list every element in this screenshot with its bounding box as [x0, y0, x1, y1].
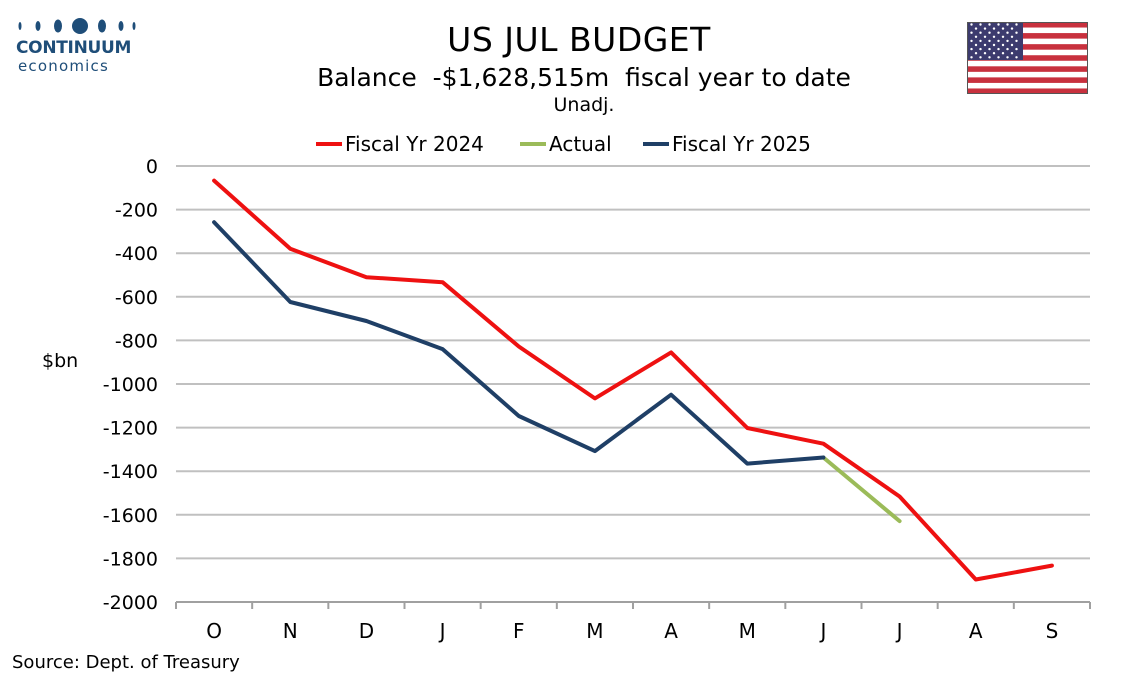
- y-tick-label: -200: [115, 200, 158, 222]
- y-tick-label: -1200: [103, 418, 158, 440]
- series-line-fiscal-yr-2025: [212, 220, 826, 466]
- logo-dots-icon: [18, 18, 136, 34]
- x-tick-label: F: [513, 619, 525, 643]
- chart-title: US JUL BUDGET: [447, 20, 711, 59]
- y-tick-label: 0: [146, 156, 158, 178]
- legend: Fiscal Yr 2024 Actual Fiscal Yr 2025: [316, 132, 811, 156]
- us-flag-icon: [967, 22, 1088, 94]
- logo-sub: economics: [18, 57, 109, 75]
- y-tick-label: -2000: [103, 592, 158, 614]
- x-tick-label: N: [283, 619, 298, 643]
- x-tick-label: M: [739, 619, 756, 643]
- y-tick-label: -1800: [103, 548, 158, 570]
- x-tick-label: S: [1046, 619, 1059, 643]
- x-tick-label: O: [206, 619, 222, 643]
- chart-subtitle-unadj: Unadj.: [553, 94, 615, 116]
- x-tick-label: A: [664, 619, 678, 643]
- y-tick-label: -400: [115, 243, 158, 265]
- logo-name: CONTINUUM: [16, 38, 132, 58]
- y-axis-label: $bn: [42, 350, 79, 372]
- x-tick-label: J: [438, 619, 446, 643]
- series-line-actual: [821, 455, 902, 524]
- y-tick-label: -600: [115, 287, 158, 309]
- x-axis: [175, 601, 1091, 609]
- x-tick-label: J: [818, 619, 826, 643]
- x-tick-label: M: [586, 619, 603, 643]
- legend-label-fiscal-yr-2024: Fiscal Yr 2024: [345, 132, 484, 156]
- x-tick-label: D: [359, 619, 374, 643]
- source-note: Source: Dept. of Treasury: [12, 652, 240, 673]
- legend-label-fiscal-yr-2025: Fiscal Yr 2025: [672, 132, 811, 156]
- y-tick-label: -1000: [103, 374, 158, 396]
- y-tick-label: -1400: [103, 461, 158, 483]
- y-tick-label: -800: [115, 330, 158, 352]
- series-line-fiscal-yr-2024: [212, 178, 1054, 582]
- chart-subtitle: Balance -$1,628,515m fiscal year to date: [317, 63, 851, 92]
- legend-label-actual: Actual: [549, 132, 612, 156]
- y-tick-labels: 0 -200 -400 -600 -800 -1000 -1200 -1400 -1600 -18…: [103, 156, 158, 614]
- series-lines: [212, 178, 1054, 582]
- y-tick-label: -1600: [103, 505, 158, 527]
- x-tick-label: A: [969, 619, 983, 643]
- gridlines: [176, 165, 1090, 560]
- x-tick-label: J: [895, 619, 903, 643]
